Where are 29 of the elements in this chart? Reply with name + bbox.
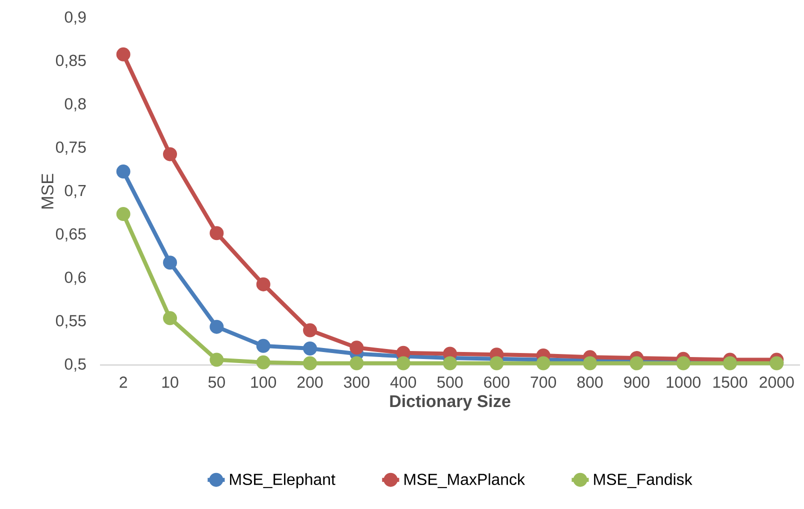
y-tick-label: 0,75 — [56, 142, 86, 155]
y-tick-label: 0,7 — [64, 184, 86, 198]
y-tick-label: 0,6 — [64, 272, 86, 285]
legend-label: MSE_Fandisk — [594, 473, 692, 488]
y-tick-label: 0,5 — [64, 358, 86, 372]
y-tick-label: 0,85 — [56, 54, 86, 68]
x-tick-label: 500 — [437, 376, 463, 388]
x-tick-label: 600 — [484, 376, 510, 388]
x-tick-label: 2000 — [760, 376, 794, 388]
x-tick-label: 400 — [390, 376, 416, 388]
legend-label: MSE_Elephant — [230, 473, 336, 488]
x-tick-label: 700 — [530, 376, 556, 388]
y-tick-label: 0,65 — [56, 228, 86, 242]
x-axis-title: Dictionary Size — [390, 394, 510, 411]
x-tick-label: 2 — [120, 376, 127, 388]
y-tick-label: 0,55 — [56, 315, 86, 328]
x-tick-label: 1000 — [666, 376, 700, 388]
x-tick-label: 100 — [251, 376, 276, 388]
x-tick-label: 900 — [624, 376, 650, 388]
x-tick-label: 800 — [577, 376, 603, 388]
y-tick-label: 0,9 — [64, 11, 86, 25]
legend-label: MSE_MaxPlanck — [404, 473, 526, 488]
y-tick-label: 0,8 — [64, 98, 86, 112]
y-axis-title: MSE — [41, 174, 54, 209]
x-tick-label: 300 — [344, 376, 370, 388]
x-tick-label: 200 — [297, 376, 323, 388]
x-tick-label: 10 — [162, 376, 178, 388]
x-tick-label: 1500 — [713, 376, 748, 388]
x-tick-label: 50 — [208, 376, 225, 388]
